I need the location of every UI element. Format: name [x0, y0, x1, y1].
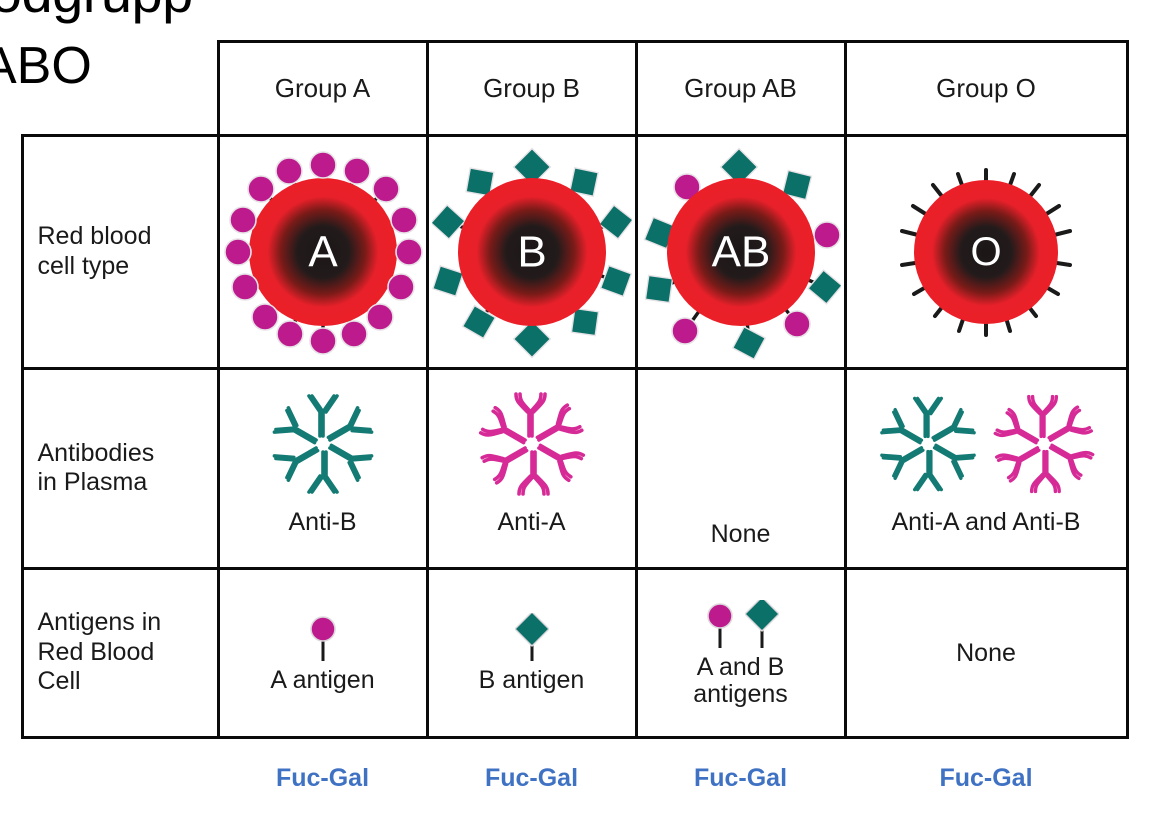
antibody-cell-group-b: Anti-A — [425, 366, 638, 570]
fuc-gal-label-group-b: Fuc-Gal — [484, 763, 579, 792]
rbc-diagram-b: B — [431, 147, 632, 358]
antigen-caption: B antigen — [478, 666, 585, 694]
table-corner-cell — [21, 40, 220, 137]
column-header-group-o: Group O — [843, 39, 1129, 137]
antigen-cell-group-a: A antigen — [216, 566, 429, 739]
rbc-letter-ab: AB — [711, 227, 770, 276]
a-antigen-icon — [309, 616, 336, 661]
rbc-diagram-a: A — [223, 150, 423, 355]
b-antigen-icon — [514, 613, 549, 661]
antigen-cell-group-ab: A and B antigens — [634, 566, 847, 739]
fuc-gal-label-group-o: Fuc-Gal — [939, 763, 1033, 792]
column-header-label: Group AB — [684, 72, 797, 103]
rbc-letter-o: O — [970, 230, 1001, 274]
antibody-cell-group-ab: None — [634, 366, 847, 570]
rbc-cell-group-o: O — [843, 133, 1129, 370]
fuc-gal-label-group-ab: Fuc-Gal — [693, 763, 788, 792]
anti-a-antibody-cluster-icon — [478, 391, 585, 496]
antigen-caption: A and B antigens — [693, 652, 788, 708]
antigen-caption: A antigen — [270, 666, 375, 694]
rbc-cell-group-ab: AB — [634, 133, 847, 370]
antibody-caption: Anti-B — [288, 507, 357, 536]
b-antigen-icon — [744, 599, 779, 648]
column-header-group-b: Group B — [425, 39, 638, 137]
antigen-cell-group-o: None — [843, 566, 1129, 739]
column-header-group-a: Group A — [216, 39, 429, 137]
row-header-antibodies-in-plasma: Antibodies in Plasma — [20, 366, 220, 570]
antibody-cell-group-a: Anti-B — [216, 366, 429, 570]
fuc-gal-label-group-a: Fuc-Gal — [275, 763, 370, 792]
row-header-antigens-in-red-blood-cell: Antigens in Red Blood Cell — [20, 566, 220, 739]
page-title-overflow: Blodgrupp — [0, 0, 193, 23]
anti-b-antibody-cluster-icon — [272, 393, 373, 494]
antigen-cell-group-b: B antigen — [425, 566, 638, 739]
anti-b-antibody-cluster-icon — [880, 396, 976, 491]
rbc-cell-group-a: A — [216, 133, 429, 370]
a-antigen-icon — [706, 602, 733, 648]
rbc-letter-a: A — [308, 227, 338, 276]
antibody-caption: Anti-A — [497, 507, 566, 536]
page-subtitle-overflow: ABO — [0, 37, 92, 95]
rbc-diagram-ab: AB — [642, 147, 841, 360]
rbc-letter-b: B — [517, 227, 546, 276]
abo-blood-group-table: Group A Group B Group AB Group O Red blo… — [20, 39, 1129, 739]
column-header-label: Group O — [936, 72, 1036, 103]
column-header-group-ab: Group AB — [634, 39, 847, 137]
anti-a-antibody-cluster-icon — [993, 394, 1095, 493]
rbc-diagram-o: O — [900, 167, 1072, 337]
row-header-label: Antigens in Red Blood Cell — [37, 608, 162, 696]
row-header-label: Red blood cell type — [37, 222, 152, 280]
fuc-gal-annotation-row: Fuc-Gal Fuc-Gal Fuc-Gal Fuc-Gal — [218, 755, 1127, 801]
rbc-cell-group-b: B — [425, 133, 638, 370]
antibody-caption: Anti-A and Anti-B — [891, 507, 1081, 536]
column-header-label: Group A — [274, 72, 371, 103]
row-header-red-blood-cell-type: Red blood cell type — [20, 133, 220, 370]
row-header-label: Antibodies in Plasma — [37, 438, 155, 497]
column-header-label: Group B — [483, 72, 580, 103]
antibody-caption: None — [710, 519, 771, 548]
antibody-cell-group-o: Anti-A and Anti-B — [843, 366, 1129, 570]
antigen-caption: None — [956, 639, 1016, 667]
